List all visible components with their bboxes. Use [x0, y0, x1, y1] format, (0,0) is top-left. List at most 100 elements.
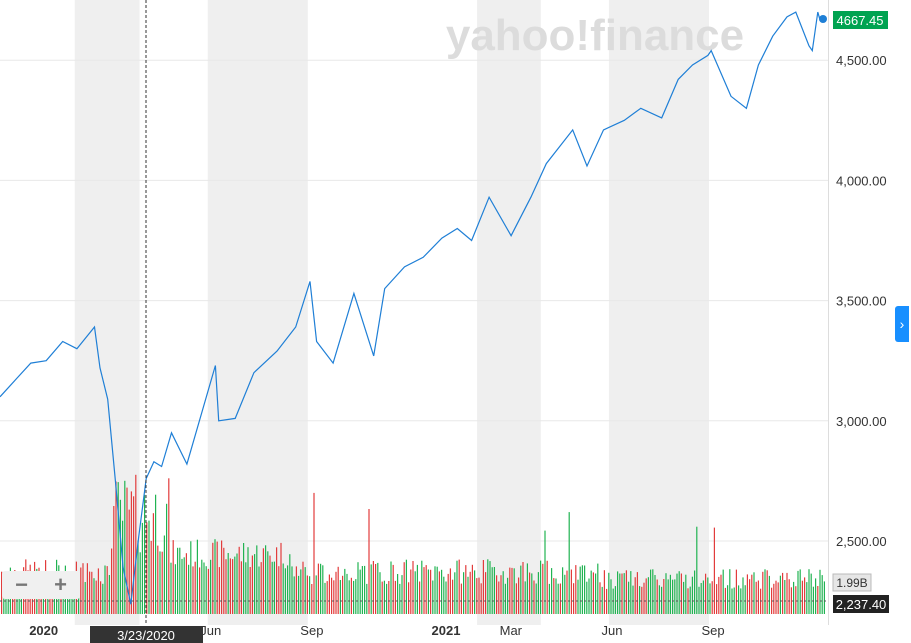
x-axis: 2020MarJunSep2021MarJunSep [29, 623, 724, 638]
volume-bar [762, 571, 764, 614]
volume-bar [185, 553, 187, 614]
volume-bar [199, 567, 201, 614]
volume-bar [493, 567, 495, 614]
volume-bar [520, 565, 522, 614]
volume-bar [174, 564, 176, 614]
volume-bar [559, 583, 561, 614]
volume-bar [262, 548, 264, 614]
volume-bar [227, 553, 229, 614]
x-tick-label: Mar [500, 623, 523, 638]
volume-bar [562, 567, 564, 614]
volume-bar [196, 539, 198, 614]
volume-bar [117, 482, 119, 614]
y-tick-label: 3,000.00 [836, 414, 887, 429]
volume-bar [84, 582, 86, 614]
volume-bar [689, 586, 691, 614]
volume-bar [586, 581, 588, 614]
volume-bar [430, 569, 432, 614]
volume-bar [524, 581, 526, 614]
volume-bar [808, 569, 810, 614]
volume-bar [452, 579, 454, 614]
volume-bar [247, 547, 249, 614]
volume-bar [414, 571, 416, 614]
volume-bar [553, 578, 555, 614]
volume-bar [254, 554, 256, 614]
volume-bar [705, 573, 707, 614]
volume-bar [427, 569, 429, 614]
volume-bar [441, 569, 443, 614]
volume-bar [368, 509, 370, 614]
volume-bar [342, 575, 344, 614]
expand-panel-button[interactable]: › [895, 306, 909, 342]
volume-bar [357, 562, 359, 614]
volume-bar [784, 580, 786, 614]
volume-bar [306, 575, 308, 614]
volume-bar [141, 522, 143, 614]
volume-bar [507, 577, 509, 614]
volume-bar [155, 494, 157, 614]
volume-bar [258, 566, 260, 614]
volume-bar [491, 567, 493, 614]
volume-bar [223, 547, 225, 614]
volume-bar [392, 564, 394, 614]
zoom-in-button[interactable]: + [54, 572, 67, 597]
x-tick-label: 2020 [29, 623, 58, 638]
volume-bar [654, 575, 656, 614]
volume-bar [375, 564, 377, 614]
volume-bar [738, 585, 740, 614]
volume-bar [86, 563, 88, 614]
volume-bar [799, 569, 801, 614]
volume-bar [214, 539, 216, 614]
volume-bar [273, 561, 275, 614]
volume-bar [403, 562, 405, 614]
zoom-out-button[interactable]: − [15, 572, 28, 597]
month-band [207, 0, 308, 625]
volume-bar [454, 572, 456, 614]
yahoo-finance-logo: yahoo!finance [446, 11, 744, 60]
volume-bar [278, 566, 280, 614]
volume-bar [225, 559, 227, 614]
volume-bar [240, 561, 242, 614]
volume-bar [579, 566, 581, 614]
volume-bar [755, 581, 757, 614]
volume-bar [535, 583, 537, 614]
volume-bar [661, 586, 663, 614]
volume-bar [669, 574, 671, 614]
volume-bar [366, 583, 368, 614]
volume-bar [271, 561, 273, 614]
volume-bar [172, 540, 174, 614]
volume-bar [817, 586, 819, 614]
volume-bar [749, 579, 751, 614]
last-price-label: 4667.45 [837, 13, 884, 28]
volume-bar [331, 577, 333, 614]
volume-bar [168, 478, 170, 614]
x-tick-label: Sep [702, 623, 725, 638]
volume-bar [370, 564, 372, 614]
volume-bar [265, 545, 267, 614]
volume-bar [718, 576, 720, 614]
volume-bar [91, 571, 93, 614]
volume-bar [249, 567, 251, 614]
volume-bar [82, 563, 84, 614]
volume-bar [344, 568, 346, 614]
volume-bar [685, 574, 687, 614]
volume-bar [372, 561, 374, 614]
volume-bar [397, 574, 399, 614]
price-line [0, 11, 821, 605]
volume-bar [467, 576, 469, 614]
volume-bar [711, 581, 713, 614]
last-price-badge: 4667.45 [833, 11, 888, 29]
volume-bar [355, 579, 357, 614]
volume-bar [287, 565, 289, 614]
volume-bar [698, 586, 700, 614]
volume-bar [672, 579, 674, 614]
volume-bar [570, 569, 572, 614]
volume-bar [577, 579, 579, 614]
volume-bar [786, 572, 788, 614]
volume-bar [790, 587, 792, 614]
volume-bar [293, 576, 295, 614]
volume-bar [744, 585, 746, 614]
volume-bar [676, 573, 678, 614]
volume-bar [144, 494, 146, 614]
